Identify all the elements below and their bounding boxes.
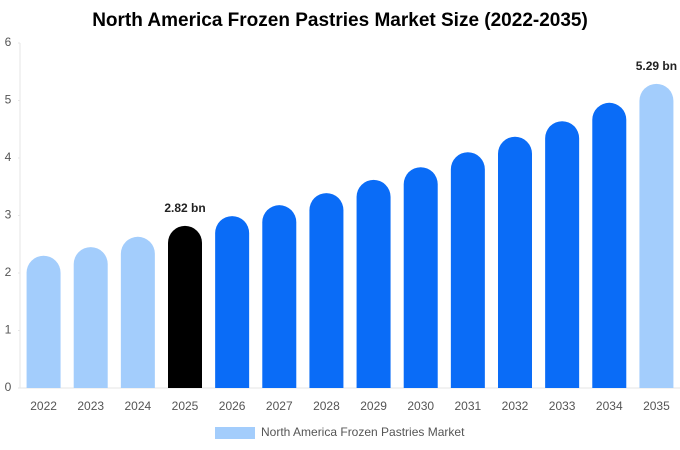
y-tick-label: 4 [5,150,12,164]
legend-swatch [215,427,255,439]
x-tick-label: 2023 [77,399,104,413]
bar [403,167,438,388]
x-tick-label: 2030 [407,399,434,413]
chart-title: North America Frozen Pastries Market Siz… [92,10,588,31]
bar [545,121,580,388]
value-label: 2.82 bn [164,201,205,215]
x-tick-label: 2026 [219,399,246,413]
bar [592,102,627,389]
x-tick-label: 2029 [360,399,387,413]
bar [639,83,674,388]
x-tick-label: 2032 [502,399,529,413]
y-tick-label: 3 [5,208,12,222]
x-tick-label: 2034 [596,399,623,413]
x-tick-label: 2024 [125,399,152,413]
legend-label: North America Frozen Pastries Market [261,425,465,439]
y-tick-label: 1 [5,323,12,337]
x-tick-label: 2035 [643,399,670,413]
bar [168,225,202,388]
y-tick-label: 2 [5,265,12,279]
y-tick-label: 0 [5,380,12,394]
bar [120,236,155,388]
bar [215,216,250,388]
x-tick-label: 2027 [266,399,293,413]
bar [309,193,344,388]
y-tick-label: 5 [5,93,12,107]
bar [498,136,532,388]
x-tick-label: 2033 [549,399,576,413]
bar [450,152,485,388]
bar [356,179,391,388]
bar [26,255,61,388]
y-tick-label: 6 [5,35,12,49]
x-tick-label: 2022 [30,399,57,413]
x-tick-label: 2028 [313,399,340,413]
bar [73,247,108,388]
x-tick-label: 2025 [172,399,199,413]
value-label: 5.29 bn [636,59,677,73]
bar [262,205,297,388]
x-tick-label: 2031 [455,399,482,413]
